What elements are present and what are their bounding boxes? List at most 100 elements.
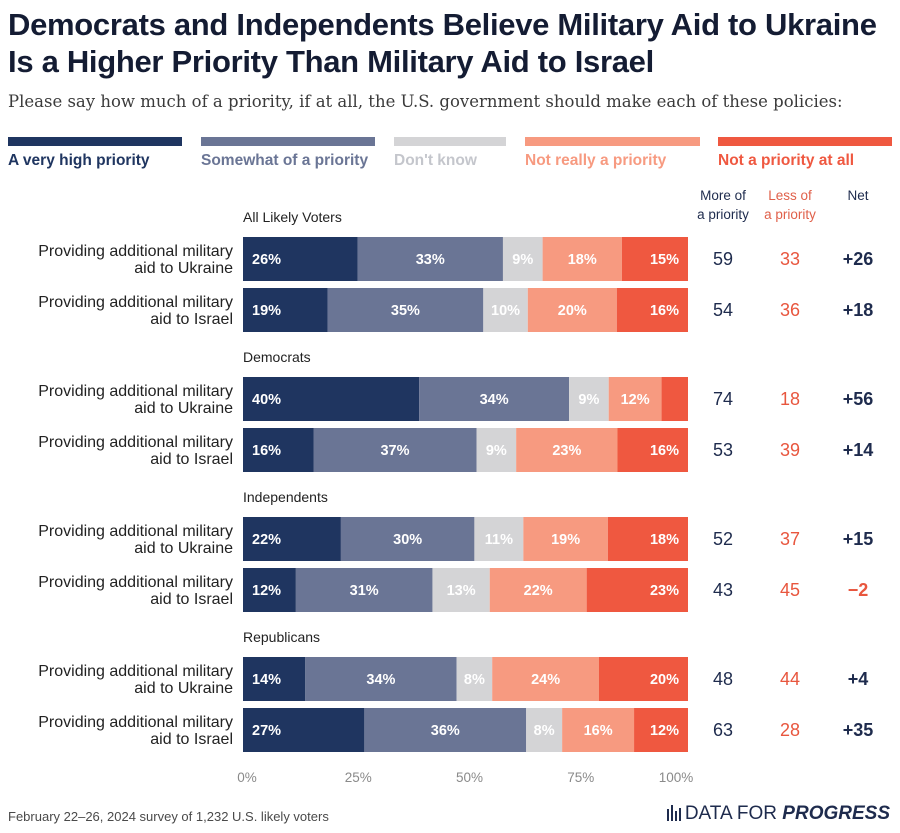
less-value: 45 — [780, 580, 800, 600]
legend-item: Not really a priority — [525, 137, 700, 177]
data-label: 24% — [531, 672, 560, 688]
stacked-bar-chart: More of a priority Less of a priority Net All… — [38, 188, 874, 785]
bar-segment — [243, 568, 296, 612]
data-label: 8% — [534, 723, 555, 739]
row-label: Providing additional military — [38, 243, 233, 260]
data-label: 9% — [578, 392, 599, 408]
more-value: 59 — [713, 249, 733, 269]
bar-segment — [340, 517, 475, 561]
data-label: 14% — [252, 672, 281, 688]
legend-label: Somewhat of a priority — [201, 152, 369, 169]
row-label: aid to Ukraine — [134, 400, 233, 417]
bar-segment — [476, 428, 517, 472]
data-label: 16% — [650, 443, 679, 459]
group-label: Republicans — [243, 629, 320, 645]
bar-segment — [492, 657, 599, 701]
bar-segment — [616, 288, 688, 332]
bar-segment — [327, 288, 484, 332]
bar-segment — [542, 237, 622, 281]
row-label: Providing additional military — [38, 383, 233, 400]
row-label: aid to Israel — [150, 591, 233, 608]
data-label: 18% — [650, 532, 679, 548]
data-label: 22% — [252, 532, 281, 548]
legend-item: Not a priority at all — [718, 137, 892, 177]
data-label: 30% — [393, 532, 422, 548]
row-label: Providing additional military — [38, 574, 233, 591]
legend-label: Not a priority at all — [718, 152, 855, 169]
row-label: Providing additional military — [38, 714, 233, 731]
data-label: 16% — [650, 303, 679, 319]
legend-swatch — [394, 137, 506, 146]
row-label: aid to Israel — [150, 311, 233, 328]
bar-segment — [357, 237, 503, 281]
data-label: 23% — [650, 583, 679, 599]
bar-segment — [599, 657, 688, 701]
less-value: 18 — [780, 389, 800, 409]
chart-subtitle: Please say how much of a priority, if at… — [8, 92, 843, 111]
data-label: 16% — [584, 723, 613, 739]
bar-segment — [364, 708, 527, 752]
data-label: 13% — [447, 583, 476, 599]
bar-segment — [527, 288, 617, 332]
column-header-net: Net — [847, 188, 868, 203]
bar-segment — [569, 377, 609, 421]
bar-segment — [313, 428, 477, 472]
data-label: 34% — [366, 672, 395, 688]
legend-label: Not really a priority — [525, 152, 667, 169]
legend-swatch — [718, 137, 892, 146]
bar-segment — [243, 517, 341, 561]
brand-plain: DATA FOR — [684, 803, 783, 824]
bar-segment — [562, 708, 635, 752]
more-value: 54 — [713, 300, 733, 320]
bar-segment — [661, 377, 688, 421]
bar-segment — [617, 428, 688, 472]
x-tick-label: 100% — [659, 770, 694, 785]
bar-segment — [456, 657, 493, 701]
data-label: 19% — [252, 303, 281, 319]
column-header-less: Less of — [768, 188, 812, 203]
bar-segment — [526, 708, 563, 752]
bar-segment — [295, 568, 433, 612]
bar-segment — [432, 568, 490, 612]
data-label: 10% — [491, 303, 520, 319]
data-label: 34% — [480, 392, 509, 408]
brand-bold: PROGRESS — [782, 803, 890, 824]
row-label: aid to Israel — [150, 451, 233, 468]
data-label: 15% — [650, 252, 679, 268]
less-value: 36 — [780, 300, 800, 320]
data-label: 36% — [431, 723, 460, 739]
source-note: February 22–26, 2024 survey of 1,232 U.S… — [8, 809, 329, 824]
data-label: 35% — [391, 303, 420, 319]
more-value: 52 — [713, 529, 733, 549]
legend-item: A very high priority — [8, 137, 182, 177]
data-label: 23% — [552, 443, 581, 459]
row-label: Providing additional military — [38, 434, 233, 451]
bar-segment — [243, 237, 358, 281]
net-value: +26 — [843, 249, 874, 269]
bar-segment — [634, 708, 688, 752]
more-value: 74 — [713, 389, 733, 409]
more-value: 53 — [713, 440, 733, 460]
legend-swatch — [201, 137, 375, 146]
bar-segment — [419, 377, 570, 421]
legend-swatch — [8, 137, 182, 146]
column-header-more: More of — [700, 188, 746, 203]
less-value: 39 — [780, 440, 800, 460]
net-value: +15 — [843, 529, 874, 549]
data-label: 16% — [252, 443, 281, 459]
bar-segment — [502, 237, 543, 281]
data-label: 40% — [252, 392, 281, 408]
data-label: 27% — [252, 723, 281, 739]
row-label: aid to Ukraine — [134, 680, 233, 697]
x-tick-label: 25% — [345, 770, 372, 785]
data-label: 26% — [252, 252, 281, 268]
row-label: Providing additional military — [38, 294, 233, 311]
bar-segment — [305, 657, 457, 701]
row-label: Providing additional military — [38, 663, 233, 680]
bar-segment — [243, 428, 314, 472]
net-value: +35 — [843, 720, 874, 740]
x-tick-label: 0% — [237, 770, 257, 785]
bar-segment — [474, 517, 524, 561]
brand-logo: DATA FOR PROGRESS — [666, 803, 890, 825]
bar-segment — [243, 657, 306, 701]
